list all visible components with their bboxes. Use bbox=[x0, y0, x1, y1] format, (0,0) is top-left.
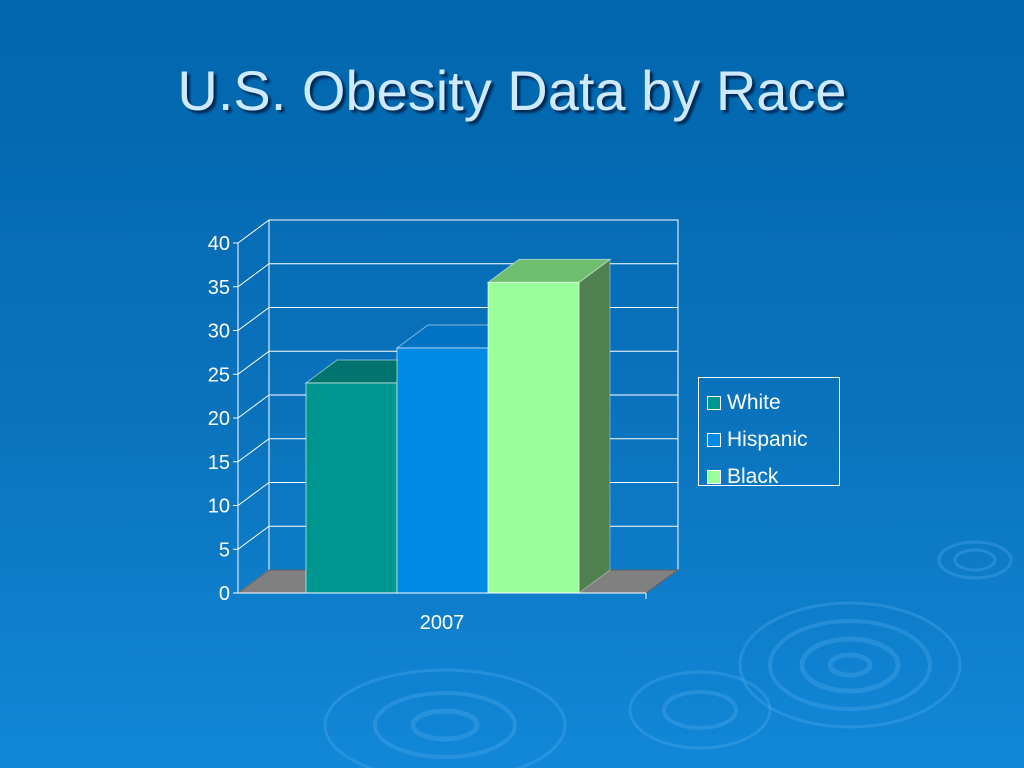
y-tick-label: 30 bbox=[208, 321, 230, 343]
y-tick-label: 20 bbox=[208, 408, 230, 430]
y-tick-label: 25 bbox=[208, 364, 230, 386]
gridline-side bbox=[237, 482, 270, 506]
x-tick-label: 2007 bbox=[420, 612, 465, 634]
y-tick-label: 35 bbox=[208, 277, 230, 299]
legend-swatch bbox=[707, 395, 721, 410]
bar-side bbox=[578, 258, 611, 594]
bar-white bbox=[305, 382, 398, 594]
legend-item: White bbox=[707, 384, 839, 421]
gridline-side bbox=[237, 219, 270, 244]
y-tick-label: 40 bbox=[208, 233, 230, 255]
y-tick-label: 0 bbox=[219, 583, 230, 605]
y-tick-label: 5 bbox=[219, 539, 230, 561]
gridline-side bbox=[237, 307, 270, 331]
legend-swatch bbox=[707, 432, 721, 447]
legend-label: Black bbox=[727, 464, 779, 488]
legend-item: Hispanic bbox=[707, 421, 839, 458]
legend-item: Black bbox=[707, 458, 839, 495]
gridline-side bbox=[237, 525, 270, 550]
chart-bars bbox=[304, 258, 612, 594]
bar-black bbox=[487, 281, 580, 594]
legend-label: Hispanic bbox=[727, 427, 808, 451]
gridline-side bbox=[237, 438, 270, 463]
bar-hispanic bbox=[396, 347, 489, 594]
y-tick-label: 10 bbox=[208, 496, 230, 518]
chart-axes: 0 5 10 15 20 25 30 35 40 2007 bbox=[208, 233, 647, 634]
gridline-side bbox=[237, 350, 270, 375]
gridline-side bbox=[237, 394, 270, 419]
legend-swatch bbox=[707, 469, 721, 484]
gridline-side bbox=[237, 263, 270, 288]
chart-legend: White Hispanic Black bbox=[698, 377, 840, 488]
y-tick-label: 15 bbox=[208, 452, 230, 474]
slide-title: U.S. Obesity Data by Race bbox=[177, 59, 847, 122]
legend-label: White bbox=[727, 390, 781, 414]
